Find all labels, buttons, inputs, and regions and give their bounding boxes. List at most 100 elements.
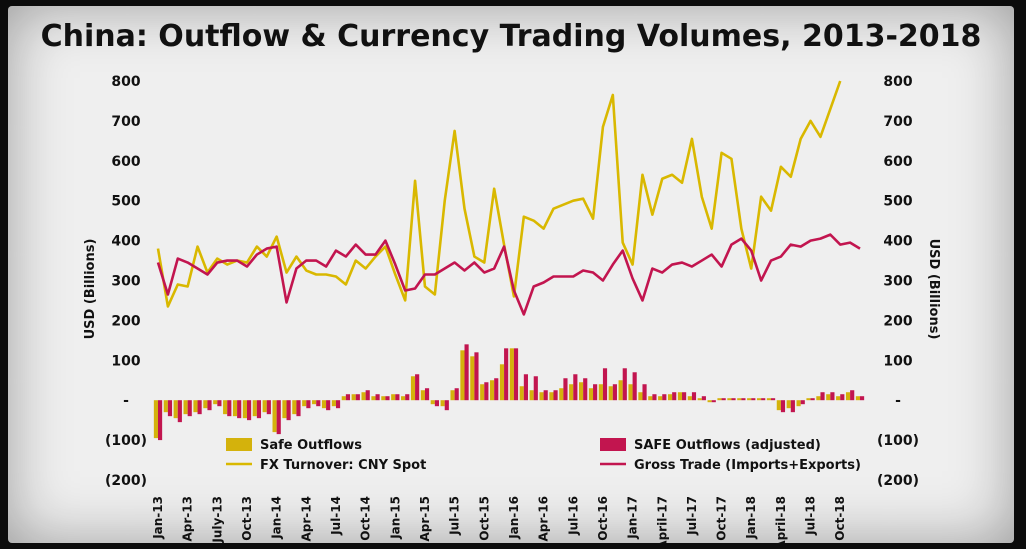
bar-safe-outflows bbox=[845, 392, 851, 401]
bar-safe-outflows bbox=[282, 400, 287, 419]
bar-safe-outflows-adjusted bbox=[494, 378, 499, 401]
bar-safe-outflows-adjusted bbox=[355, 394, 360, 401]
x-tick-label: Jan-15 bbox=[388, 496, 402, 540]
bar-safe-outflows bbox=[816, 396, 821, 401]
bar-safe-outflows bbox=[153, 400, 158, 439]
bar-safe-outflows-adjusted bbox=[237, 400, 242, 419]
bar-safe-outflows bbox=[213, 400, 218, 405]
x-tick-label: Jan-18 bbox=[744, 496, 758, 540]
bar-safe-outflows bbox=[658, 396, 663, 401]
bar-safe-outflows-adjusted bbox=[771, 398, 776, 401]
x-tick-label: Jan-13 bbox=[151, 496, 165, 540]
bar-safe-outflows bbox=[588, 388, 594, 401]
bar-safe-outflows-adjusted bbox=[612, 384, 617, 401]
bar-safe-outflows-adjusted bbox=[662, 394, 667, 401]
bar-safe-outflows-adjusted bbox=[365, 390, 370, 401]
bar-safe-outflows bbox=[796, 400, 801, 407]
x-tick-label: Jul-18 bbox=[804, 496, 818, 536]
bar-safe-outflows-adjusted bbox=[246, 400, 252, 421]
bar-safe-outflows-adjusted bbox=[602, 368, 608, 401]
y-ticks-right: 800 700 600 500 400 300 200 100 - (100) (200) bbox=[877, 74, 919, 489]
bar-safe-outflows-adjusted bbox=[306, 400, 311, 409]
legend: Safe Outflows FX Turnover: CNY Spot SAFE O… bbox=[226, 438, 861, 473]
bar-safe-outflows bbox=[193, 400, 198, 413]
bar-safe-outflows-adjusted bbox=[652, 394, 657, 401]
bar-safe-outflows-adjusted bbox=[622, 368, 627, 401]
bar-safe-outflows-adjusted bbox=[197, 400, 202, 415]
y-tick-right: (100) bbox=[877, 433, 919, 449]
bar-safe-outflows bbox=[727, 398, 732, 401]
chart-title: China: Outflow & Currency Trading Volume… bbox=[41, 19, 982, 54]
bar-safe-outflows bbox=[539, 392, 544, 401]
bar-safe-outflows bbox=[747, 398, 752, 401]
bar-safe-outflows bbox=[410, 376, 416, 401]
x-tick-label: Oct-14 bbox=[359, 496, 373, 541]
bar-safe-outflows-adjusted bbox=[187, 400, 192, 417]
bar-safe-outflows bbox=[638, 392, 643, 401]
bar-safe-outflows-adjusted bbox=[790, 400, 795, 413]
line-fx-turnover bbox=[156, 80, 842, 308]
bar-safe-outflows bbox=[598, 384, 603, 401]
bar-safe-outflows-adjusted bbox=[266, 400, 271, 415]
bar-safe-outflows-adjusted bbox=[553, 390, 558, 401]
bar-safe-outflows bbox=[223, 400, 228, 415]
bar-safe-outflows bbox=[549, 392, 554, 401]
bar-safe-outflows bbox=[292, 400, 297, 415]
x-tick-label: April-17 bbox=[655, 496, 669, 543]
y-tick-right: 600 bbox=[883, 154, 912, 170]
bar-safe-outflows bbox=[480, 384, 485, 401]
bar-safe-outflows bbox=[786, 400, 791, 409]
bar-safe-outflows bbox=[252, 400, 257, 417]
bar-safe-outflows-adjusted bbox=[217, 400, 222, 407]
x-ticks: Jan-13 Apr-13 July-13 Oct-13 Jan-14 Apr-14 Jul… bbox=[151, 496, 847, 543]
lines bbox=[156, 80, 861, 316]
x-tick-label: Apr-15 bbox=[418, 496, 432, 541]
bar-safe-outflows bbox=[677, 392, 683, 401]
y-tick-left: 400 bbox=[111, 234, 140, 250]
bar-safe-outflows bbox=[648, 396, 653, 401]
line-gross-trade bbox=[156, 233, 861, 316]
bar-safe-outflows bbox=[667, 394, 673, 401]
bar-safe-outflows bbox=[401, 396, 406, 401]
y-tick-left: 600 bbox=[111, 154, 140, 170]
y-tick-right: 500 bbox=[883, 194, 912, 210]
bar-safe-outflows bbox=[697, 398, 702, 401]
bar-safe-outflows bbox=[569, 384, 574, 401]
bar-safe-outflows-adjusted bbox=[454, 388, 459, 401]
bar-safe-outflows-adjusted bbox=[316, 400, 321, 407]
bar-safe-outflows-adjusted bbox=[850, 390, 855, 401]
bar-safe-outflows bbox=[470, 356, 475, 401]
y-tick-right: - bbox=[895, 393, 901, 409]
bar-safe-outflows-adjusted bbox=[583, 378, 588, 401]
bar-safe-outflows-adjusted bbox=[464, 344, 469, 401]
bar-safe-outflows bbox=[559, 388, 564, 401]
x-tick-label: Oct-15 bbox=[477, 496, 491, 541]
bar-safe-outflows bbox=[529, 390, 534, 401]
bar-safe-outflows-adjusted bbox=[751, 398, 756, 401]
x-tick-label: Oct-16 bbox=[596, 496, 610, 541]
bar-safe-outflows-adjusted bbox=[810, 398, 815, 401]
legend-label: Safe Outflows bbox=[260, 438, 362, 453]
bar-safe-outflows-adjusted bbox=[761, 398, 766, 401]
bar-safe-outflows-adjusted bbox=[691, 392, 697, 401]
x-tick-label: Apr-13 bbox=[181, 496, 195, 541]
y-tick-right: (200) bbox=[877, 473, 919, 489]
x-tick-label: Apr-14 bbox=[299, 496, 313, 541]
bar-safe-outflows-adjusted bbox=[533, 376, 538, 401]
bar-safe-outflows bbox=[806, 398, 811, 401]
bar-safe-outflows-adjusted bbox=[484, 382, 489, 401]
bar-safe-outflows-adjusted bbox=[701, 396, 706, 401]
bar-safe-outflows-adjusted bbox=[523, 374, 528, 401]
x-tick-label: Jul-17 bbox=[685, 496, 699, 536]
bar-safe-outflows-adjusted bbox=[721, 398, 726, 401]
y-tick-right: 100 bbox=[883, 353, 912, 369]
bar-safe-outflows-adjusted bbox=[840, 394, 845, 401]
bar-safe-outflows bbox=[509, 348, 514, 401]
bar-safe-outflows-adjusted bbox=[167, 400, 173, 417]
bar-safe-outflows-adjusted bbox=[672, 392, 677, 401]
bar-safe-outflows-adjusted bbox=[227, 400, 232, 417]
legend-label: SAFE Outflows (adjusted) bbox=[634, 438, 821, 453]
bar-safe-outflows bbox=[737, 398, 742, 401]
bar-safe-outflows-adjusted bbox=[860, 396, 865, 401]
bar-safe-outflows bbox=[420, 390, 425, 401]
